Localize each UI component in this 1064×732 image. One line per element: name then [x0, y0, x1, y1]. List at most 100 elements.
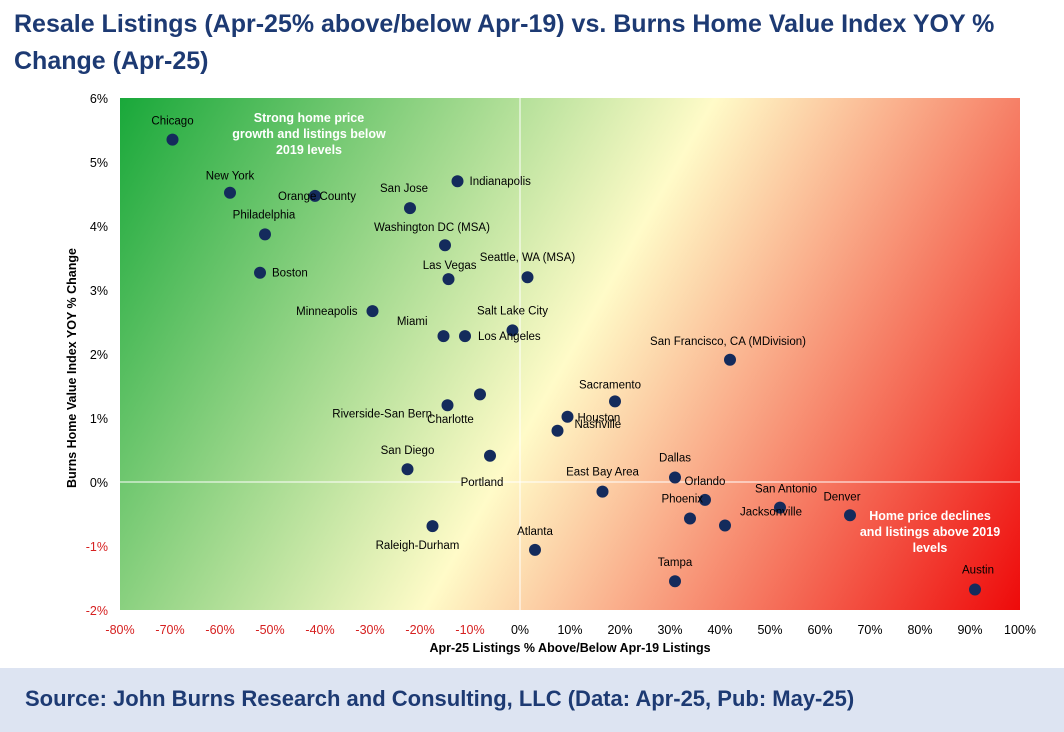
x-tick-label: -60% — [205, 623, 234, 637]
data-point-tampa — [669, 575, 681, 588]
data-point-phoenix — [684, 512, 696, 525]
source-footer: Source: John Burns Research and Consulti… — [0, 668, 1064, 732]
x-tick-label: -80% — [105, 623, 134, 637]
data-point-san-antonio — [774, 501, 786, 514]
point-label: Austin — [962, 565, 994, 577]
data-point-nashville — [551, 424, 564, 437]
y-tick-label: 3% — [90, 284, 108, 298]
point-label: Indianapolis — [470, 176, 532, 188]
annotation-top-left: Strong home price growth and listings bel… — [232, 111, 386, 157]
data-point-austin — [969, 583, 981, 596]
data-point-east-bay-area — [596, 485, 609, 498]
point-label: Los Angeles — [478, 331, 541, 343]
y-tick-label: 1% — [90, 412, 108, 426]
point-label: San Francisco, CA (MDivision) — [650, 336, 806, 348]
point-label: Miami — [397, 316, 428, 328]
point-label: Atlanta — [517, 526, 553, 538]
point-label: Portland — [461, 477, 504, 489]
data-point-portland — [484, 449, 496, 462]
point-label: Salt Lake City — [477, 305, 548, 317]
data-point-charlotte — [441, 399, 454, 412]
point-label: Seattle, WA (MSA) — [480, 252, 576, 264]
point-label: Nashville — [575, 419, 622, 431]
y-tick-label: -2% — [86, 604, 108, 618]
point-label: Las Vegas — [423, 260, 477, 272]
scatter-chart: -80% -70% -60% -50% -40% -30% -20% -10% 0% 10% 20%… — [0, 86, 1064, 668]
point-label: San Diego — [381, 445, 435, 457]
chart-title: Resale Listings (Apr-25% above/below Apr… — [14, 10, 995, 75]
y-tick-label: 5% — [90, 156, 108, 170]
data-point-los-angeles — [459, 330, 471, 343]
point-label: Charlotte — [427, 414, 474, 426]
x-tick-label: 30% — [657, 623, 682, 637]
point-label: Boston — [272, 268, 308, 280]
data-point-riverside-san-bern — [474, 388, 486, 401]
data-point-seattle-wa-msa — [521, 271, 534, 284]
chart-svg: -80% -70% -60% -50% -40% -30% -20% -10% 0% 10% 20%… — [65, 92, 1036, 655]
data-point-washington-dc-msa — [439, 239, 451, 252]
y-tick-label: 2% — [90, 348, 108, 362]
plot-area — [120, 98, 1020, 610]
point-label: New York — [206, 171, 255, 183]
data-point-chicago — [166, 133, 179, 146]
x-axis-label: Apr-25 Listings % Above/Below Apr-19 Lis… — [429, 641, 710, 655]
point-label: San Antonio — [755, 484, 817, 496]
point-label: Raleigh-Durham — [376, 540, 460, 552]
x-tick-label: -70% — [155, 623, 184, 637]
point-label: Riverside-San Bern — [332, 408, 432, 420]
point-label: Jacksonville — [740, 507, 802, 519]
annotation-bottom-right: Home price declines and listings above 20… — [860, 509, 1000, 555]
data-point-las-vegas — [442, 273, 455, 286]
y-axis-label: Burns Home Value Index YOY % Change — [65, 248, 79, 488]
point-label: East Bay Area — [566, 467, 639, 479]
x-tick-label: -20% — [405, 623, 434, 637]
x-tick-label: 100% — [1004, 623, 1036, 637]
point-label: Orlando — [685, 476, 726, 488]
y-tick-label: 6% — [90, 92, 108, 106]
data-point-salt-lake-city — [506, 324, 519, 337]
data-point-houston — [561, 410, 574, 423]
x-tick-label: -50% — [255, 623, 284, 637]
data-point-boston — [254, 266, 266, 279]
point-label: Philadelphia — [233, 209, 296, 221]
data-point-san-francisco-ca-mdivision — [724, 353, 736, 366]
point-label: Denver — [823, 491, 860, 503]
point-label: Dallas — [659, 453, 691, 465]
data-point-sacramento — [609, 395, 621, 408]
x-tick-label: 80% — [907, 623, 932, 637]
point-label: Sacramento — [579, 379, 641, 391]
data-point-san-jose — [404, 202, 416, 215]
data-point-philadelphia — [259, 228, 271, 241]
data-point-dallas — [669, 471, 681, 484]
x-tick-label: -10% — [455, 623, 484, 637]
data-point-orlando — [699, 493, 711, 506]
data-point-new-york — [224, 186, 236, 199]
point-label: Chicago — [151, 116, 193, 128]
point-label: San Jose — [380, 183, 428, 195]
data-point-raleigh-durham — [426, 520, 439, 533]
point-label: Houston — [578, 413, 621, 425]
y-tick-label: 4% — [90, 220, 108, 234]
source-text: Source: John Burns Research and Consulti… — [25, 686, 855, 711]
data-point-san-diego — [401, 463, 414, 476]
x-tick-label: 40% — [707, 623, 732, 637]
point-label: Minneapolis — [296, 306, 358, 318]
x-tick-label: -40% — [305, 623, 334, 637]
data-point-atlanta — [529, 543, 541, 556]
x-tick-label: 70% — [857, 623, 882, 637]
x-tick-label: -30% — [355, 623, 384, 637]
x-tick-label: 10% — [557, 623, 582, 637]
x-tick-label: 50% — [757, 623, 782, 637]
data-point-jacksonville — [719, 519, 731, 532]
data-point-minneapolis — [366, 305, 379, 318]
x-tick-label: 20% — [607, 623, 632, 637]
y-tick-label: 0% — [90, 476, 108, 490]
x-tick-label: 0% — [511, 623, 529, 637]
data-point-denver — [844, 509, 856, 522]
data-point-orange-county — [309, 189, 321, 202]
data-point-miami — [437, 330, 450, 343]
y-tick-label: -1% — [86, 540, 108, 554]
point-label: Orange County — [278, 191, 356, 203]
x-tick-label: 90% — [957, 623, 982, 637]
x-tick-label: 60% — [807, 623, 832, 637]
